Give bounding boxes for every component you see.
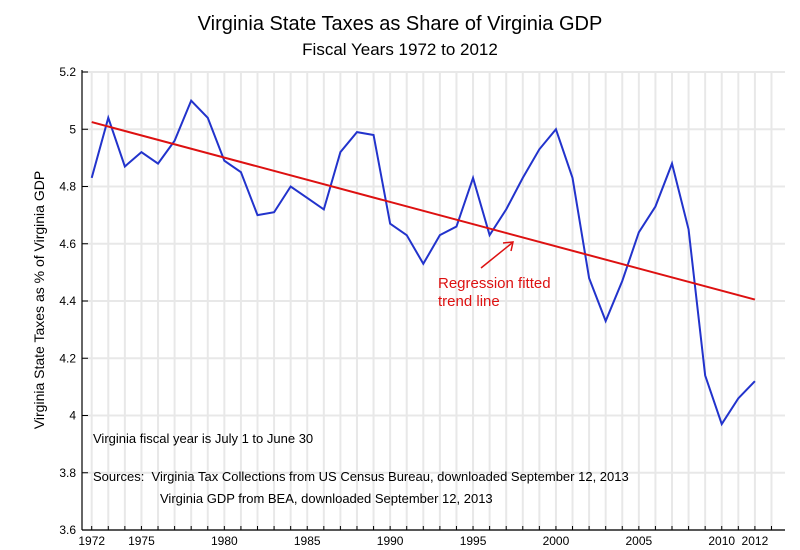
y-tick-label: 5 [69, 122, 76, 136]
x-tick-label: 1980 [211, 534, 238, 548]
y-tick-label: 4.2 [59, 351, 76, 365]
sources-line-2: Virginia GDP from BEA, downloaded Septem… [160, 491, 493, 506]
x-tick-label: 2012 [742, 534, 769, 548]
series [90, 98, 756, 427]
sources-line-1: Sources: Virginia Tax Collections from U… [93, 469, 629, 484]
y-tick-label: 4.8 [59, 180, 76, 194]
trend-annotation-line2: trend line [438, 293, 500, 310]
y-tick-label: 3.8 [59, 466, 76, 480]
chart-title: Virginia State Taxes as Share of Virgini… [198, 13, 603, 35]
y-tick-label: 4.6 [59, 237, 76, 251]
x-tick-label: 1995 [460, 534, 487, 548]
grid [82, 71, 785, 531]
axes: 3.6 3.8 4 4.2 4.4 4.6 4.8 5 5.2 1972 1975 1980 1985 1… [59, 65, 785, 548]
x-tick-label: 2000 [543, 534, 570, 548]
trend-line [91, 121, 756, 301]
chart-subtitle: Fiscal Years 1972 to 2012 [302, 40, 498, 59]
x-tick-label: 1975 [128, 534, 155, 548]
x-tick-label: 1972 [78, 534, 105, 548]
y-tick-label: 4 [69, 409, 76, 423]
y-tick-label: 5.2 [59, 65, 76, 79]
fiscal-year-note: Virginia fiscal year is July 1 to June 3… [93, 431, 313, 446]
x-tick-label: 2005 [625, 534, 652, 548]
y-tick-label: 3.6 [59, 523, 76, 537]
x-tick-label: 2010 [708, 534, 735, 548]
trend-annotation-line1: Regression fitted [438, 275, 551, 292]
y-axis-label: Virginia State Taxes as % of Virginia GD… [31, 171, 47, 429]
y-tick-label: 4.4 [59, 294, 76, 308]
x-tick-label: 1990 [377, 534, 404, 548]
x-tick-label: 1985 [294, 534, 321, 548]
trend-arrow [480, 241, 514, 269]
